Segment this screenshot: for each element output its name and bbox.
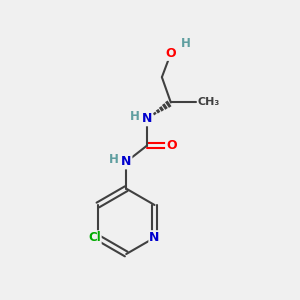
Text: CH₃: CH₃ [198, 98, 220, 107]
Text: Cl: Cl [88, 231, 101, 244]
Text: N: N [149, 231, 160, 244]
Text: O: O [166, 47, 176, 60]
Text: H: H [181, 37, 190, 50]
Text: N: N [142, 112, 152, 125]
Text: N: N [121, 155, 131, 168]
Text: H: H [130, 110, 140, 123]
Text: O: O [166, 139, 177, 152]
Text: H: H [109, 153, 119, 166]
